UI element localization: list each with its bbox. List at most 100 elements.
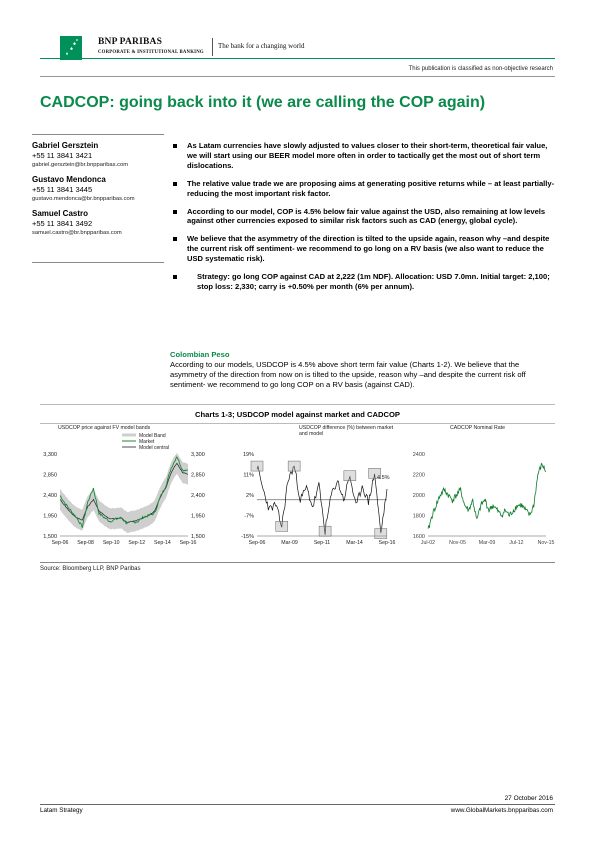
chart-cadcop-nominal: CADCOP Nominal Rate 1600 1800 2000 2200 2400 J… — [413, 425, 555, 546]
extreme-highlight — [374, 528, 388, 539]
x-tick-label: Mar-09 — [479, 540, 496, 546]
author-name: Gustavo Mendonca — [32, 175, 106, 184]
author-card: Samuel Castro +55 11 3841 3492 samuel.ca… — [32, 209, 162, 237]
y-tick-label: 1800 — [413, 514, 425, 520]
y-tick-label: 2,400 — [191, 493, 205, 499]
y-tick-label: 1600 — [413, 534, 425, 540]
legend-label: Market — [139, 439, 155, 445]
key-points: As Latam currencies have slowly adjusted… — [170, 141, 558, 300]
annotation-label: 4.5% — [377, 475, 390, 481]
series-model-band — [60, 453, 188, 534]
x-tick-label: Sep-06 — [249, 540, 266, 546]
x-tick-label: Sep-08 — [77, 540, 94, 546]
chart-source: Source: Bloomberg LLP, BNP Paribas — [40, 566, 141, 572]
series-model-central — [59, 462, 189, 523]
charts-title: Charts 1-3; USDCOP model against market … — [195, 410, 400, 419]
chart-title: USDCOP difference (%) between market and … — [299, 425, 394, 437]
key-point: As Latam currencies have slowly adjusted… — [170, 141, 558, 171]
brand-tagline: The bank for a changing world — [218, 42, 305, 50]
key-point-strategy: Strategy: go long COP against CAD at 2,2… — [170, 272, 558, 292]
authors-top-rule — [32, 134, 164, 135]
legend-label: Model Band — [139, 433, 166, 439]
footer-date: 27 October 2016 — [504, 795, 553, 802]
brand-subtitle: CORPORATE & INSTITUTIONAL BANKING — [98, 50, 204, 55]
key-point: We believe that the asymmetry of the dir… — [170, 234, 558, 264]
y-tick-label: 2200 — [413, 473, 425, 479]
y-tick-label: 19% — [243, 452, 254, 458]
y-tick-label: 1,500 — [43, 534, 57, 540]
y-tick-label: 2,850 — [191, 473, 205, 479]
x-tick-label: Sep-14 — [154, 540, 171, 546]
x-tick-label: Jul-12 — [509, 540, 523, 546]
brand-name: BNP PARIBAS — [98, 37, 163, 47]
y-tick-label: 2,400 — [43, 493, 57, 499]
author-name: Gabriel Gersztein — [32, 141, 99, 150]
x-tick-label: Sep-10 — [103, 540, 120, 546]
author-phone: +55 11 3841 3492 — [32, 219, 93, 228]
x-tick-label: Jul-02 — [421, 540, 435, 546]
author-email[interactable]: gustavo.mendonca@br.bnpparibas.com — [32, 196, 135, 202]
y-tick-label: -7% — [244, 514, 254, 520]
classification-note: This publication is classified as non-ob… — [408, 66, 553, 72]
y-tick-label: 11% — [243, 473, 254, 479]
x-tick-label: Sep-06 — [52, 540, 69, 546]
extreme-highlight — [275, 521, 289, 532]
page-title: CADCOP: going back into it (we are calli… — [40, 94, 486, 111]
header-rule — [40, 58, 555, 59]
y-tick-label: -15% — [241, 534, 254, 540]
brand-separator — [212, 38, 213, 56]
page-header: BNP PARIBAS CORPORATE & INSTITUTIONAL BA… — [40, 34, 555, 64]
charts-bottom-rule — [40, 562, 555, 563]
author-card: Gabriel Gersztein +55 11 3841 3421 gabri… — [32, 141, 162, 169]
chart-title: USDCOP price against FV model bands — [58, 425, 151, 431]
section-paragraph: According to our models, USDCOP is 4.5% … — [170, 360, 526, 389]
x-tick-label: Sep-12 — [128, 540, 145, 546]
y-tick-label: 1,950 — [43, 514, 57, 520]
y-tick-label: 2000 — [413, 493, 425, 499]
x-tick-label: Nov-05 — [449, 540, 466, 546]
y-tick-label: 1,950 — [191, 514, 205, 520]
author-name: Samuel Castro — [32, 209, 89, 218]
x-tick-label: Sep-16 — [379, 540, 396, 546]
chart-title: CADCOP Nominal Rate — [450, 425, 505, 431]
y-tick-label: 3,300 — [191, 452, 205, 458]
author-phone: +55 11 3841 3445 — [32, 185, 93, 194]
extreme-highlight — [287, 460, 301, 472]
y-tick-label: 1,500 — [191, 534, 205, 540]
bnp-logo-icon — [60, 36, 82, 60]
footer-rule — [40, 804, 555, 805]
section-colombian-peso: Colombian Peso According to our models, … — [170, 350, 558, 390]
y-tick-label: 3,300 — [43, 452, 57, 458]
legend-label: Model central — [139, 445, 169, 451]
chart-usdcop-difference: USDCOP difference (%) between market and … — [241, 425, 396, 546]
series-difference — [256, 465, 388, 535]
x-tick-label: Sep-16 — [180, 540, 197, 546]
author-phone: +55 11 3841 3421 — [32, 151, 93, 160]
series-market — [59, 456, 189, 528]
y-tick-label: 2% — [246, 493, 254, 499]
key-point: The relative value trade we are proposin… — [170, 179, 558, 199]
extreme-highlight — [368, 468, 381, 479]
x-tick-label: Mar-09 — [281, 540, 298, 546]
extreme-highlight — [318, 525, 332, 537]
authors-list: Gabriel Gersztein +55 11 3841 3421 gabri… — [32, 141, 162, 243]
divider — [40, 76, 555, 77]
section-heading: Colombian Peso — [170, 350, 230, 359]
y-tick-label: 2,850 — [43, 473, 57, 479]
series-cadcop — [427, 462, 546, 529]
charts-block: Charts 1-3; USDCOP model against market … — [40, 404, 555, 562]
x-tick-label: Sep-11 — [314, 540, 330, 546]
extreme-highlight — [250, 460, 264, 472]
charts-title-rule — [40, 423, 555, 424]
footer-website[interactable]: www.GlobalMarkets.bnpparibas.com — [450, 807, 553, 814]
extreme-highlight — [343, 470, 357, 481]
author-email[interactable]: samuel.castro@br.bnpparibas.com — [32, 230, 122, 236]
author-email[interactable]: gabriel.gersztein@br.bnpparibas.com — [32, 162, 129, 168]
footer-section-name: Latam Strategy — [40, 807, 83, 814]
x-tick-label: Mar-14 — [346, 540, 363, 546]
x-tick-label: Nov-15 — [538, 540, 555, 546]
chart-usdcop-fv-bands: USDCOP price against FV model bands 1,500… — [43, 425, 205, 546]
author-card: Gustavo Mendonca +55 11 3841 3445 gustav… — [32, 175, 162, 203]
y-tick-label: 2400 — [413, 452, 425, 458]
key-point: According to our model, COP is 4.5% belo… — [170, 207, 558, 227]
